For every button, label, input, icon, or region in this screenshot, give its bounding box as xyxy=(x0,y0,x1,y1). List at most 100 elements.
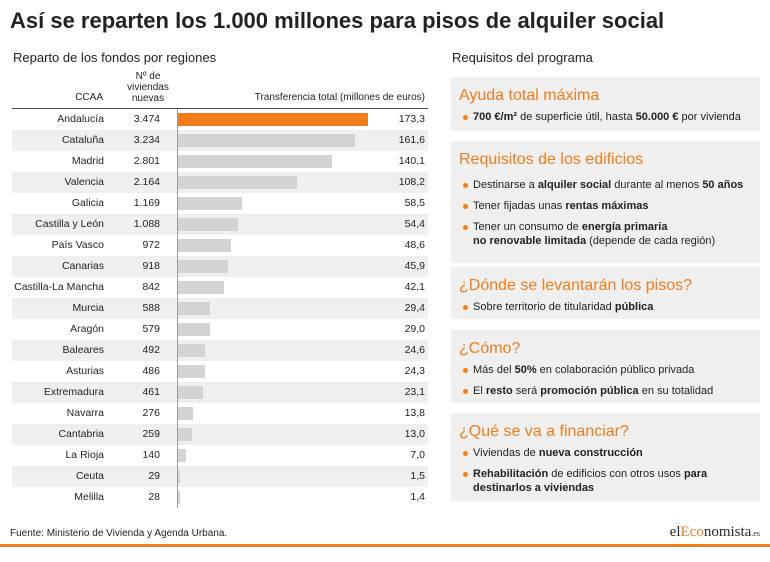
bullet-text: de superficie útil, hasta xyxy=(517,111,636,123)
bullet-text-bold: energía primaria xyxy=(581,221,668,233)
homes-value-la-rioja: 140 xyxy=(142,449,160,461)
region-label-murcia: Murcia xyxy=(72,302,104,314)
homes-value-galicia: 1.169 xyxy=(133,197,160,209)
region-label-cataluna: Cataluña xyxy=(61,134,104,146)
requirement-heading: ¿Qué se va a financiar? xyxy=(459,423,629,440)
value-label-castilla-la-mancha: 42,1 xyxy=(404,281,425,293)
bar-extremadura xyxy=(178,386,204,399)
value-label-cataluna: 161,6 xyxy=(398,134,425,146)
requirement-heading: ¿Cómo? xyxy=(459,340,521,357)
bar-madrid xyxy=(178,155,332,168)
table-row-navarra: Navarra 276 13,8 xyxy=(12,403,428,424)
bar-murcia xyxy=(178,302,211,315)
logo-eco: Eco xyxy=(680,524,704,540)
bullet-item: Más del 50% en colaboración público priv… xyxy=(463,363,760,377)
table-row-cantabria: Cantabria 259 13,0 xyxy=(12,424,428,445)
eleconomista-logo: elEconomista.es xyxy=(670,524,760,542)
value-label-pais-vasco: 48,6 xyxy=(404,239,425,251)
region-label-andalucia: Andalucía xyxy=(57,113,104,125)
bullet-list: Destinarse a alquiler social durante al … xyxy=(451,178,760,248)
table-row-murcia: Murcia 588 29,4 xyxy=(12,298,428,319)
table-row-canarias: Canarias 918 45,9 xyxy=(12,256,428,277)
column-header-region: CCAA xyxy=(75,92,103,103)
region-label-extremadura: Extremadura xyxy=(43,386,104,398)
bar-pais-vasco xyxy=(178,239,232,252)
value-label-valencia: 108,2 xyxy=(398,176,425,188)
requirement-box-4: ¿Cómo? Más del 50% en colaboración públic… xyxy=(451,330,760,403)
bullet-text: será xyxy=(512,385,541,397)
bullet-icon xyxy=(463,224,468,230)
bullet-item: 700 €/m² de superficie útil, hasta 50.00… xyxy=(463,110,760,124)
bullet-text-bold: nueva construcción xyxy=(538,447,643,459)
bullet-line: Rehabilitación de edificios con otros us… xyxy=(473,467,760,481)
footer-rule xyxy=(0,544,770,547)
homes-value-aragon: 579 xyxy=(142,323,160,335)
bullet-line: no renovable limitada (depende de cada r… xyxy=(473,234,760,248)
requirement-box-2: Requisitos de los edificios Destinarse a … xyxy=(451,141,760,263)
table-row-valencia: Valencia 2.164 108,2 xyxy=(12,172,428,193)
bullet-text-bold: pública xyxy=(614,301,654,313)
bullet-text-bold: 700 €/m² xyxy=(473,111,518,123)
logo-el: el xyxy=(669,524,681,540)
bar-navarra xyxy=(178,407,194,420)
header-divider xyxy=(12,108,428,109)
column-header-transfer: Transferencia total (millones de euros) xyxy=(254,92,425,103)
value-label-navarra: 13,8 xyxy=(404,407,425,419)
bar-aragon xyxy=(178,323,210,336)
value-label-madrid: 140,1 xyxy=(398,155,425,167)
bullet-text: Sobre territorio de titularidad xyxy=(473,301,615,313)
table-row-ceuta: Ceuta 29 1,5 xyxy=(12,466,428,487)
value-label-aragon: 29,0 xyxy=(404,323,425,335)
bullet-item: Tener un consumo de energía primaria no r… xyxy=(463,220,760,248)
value-label-murcia: 29,4 xyxy=(404,302,425,314)
homes-value-valencia: 2.164 xyxy=(133,176,160,188)
homes-value-canarias: 918 xyxy=(142,260,160,272)
bullet-text: en colaboración público privada xyxy=(536,364,695,376)
homes-value-asturias: 486 xyxy=(142,365,160,377)
bullet-text-bold: Rehabilitación xyxy=(473,468,549,480)
value-label-ceuta: 1,5 xyxy=(410,470,425,482)
bullet-text-bold: no renovable limitada xyxy=(473,235,587,247)
bullet-list: Sobre territorio de titularidad pública xyxy=(451,300,760,314)
bar-andalucia xyxy=(178,113,368,126)
region-label-madrid: Madrid xyxy=(71,155,104,167)
requirement-heading: Requisitos de los edificios xyxy=(459,151,644,168)
value-label-cantabria: 13,0 xyxy=(404,428,425,440)
region-label-navarra: Navarra xyxy=(66,407,104,419)
requirement-box-5: ¿Qué se va a financiar? Viviendas de nuev… xyxy=(451,413,760,501)
requirement-box-3: ¿Dónde se levantarán los pisos? Sobre ter… xyxy=(451,267,760,319)
value-label-baleares: 24,6 xyxy=(404,344,425,356)
bullet-line: 700 €/m² de superficie útil, hasta 50.00… xyxy=(473,110,760,124)
bullet-icon xyxy=(463,182,468,188)
table-row-pais-vasco: País Vasco 972 48,6 xyxy=(12,235,428,256)
bullet-text: en su totalidad xyxy=(638,385,714,397)
bullet-line: Destinarse a alquiler social durante al … xyxy=(473,178,760,192)
bullet-text-bold: alquiler social xyxy=(537,179,612,191)
value-label-andalucia: 173,3 xyxy=(398,113,425,125)
bullet-item: El resto será promoción pública en su to… xyxy=(463,384,760,398)
bullet-text: por vivienda xyxy=(678,111,741,123)
bar-ceuta xyxy=(178,470,180,483)
requirement-heading: ¿Dónde se levantarán los pisos? xyxy=(459,277,693,294)
bullet-line: destinarlos a viviendas xyxy=(473,481,760,495)
region-label-castilla-la-mancha: Castilla-La Mancha xyxy=(14,281,104,293)
bar-axis-line xyxy=(177,109,178,508)
bullet-list: 700 €/m² de superficie útil, hasta 50.00… xyxy=(451,110,760,124)
value-label-castilla-y-leon: 54,4 xyxy=(404,218,425,230)
column-header-homes: Nº de viviendas nuevas xyxy=(127,71,169,104)
homes-value-cantabria: 259 xyxy=(142,428,160,440)
requirement-heading: Ayuda total máxima xyxy=(459,87,600,104)
bullet-item: Rehabilitación de edificios con otros us… xyxy=(463,467,760,495)
bar-galicia xyxy=(178,197,243,210)
region-label-galicia: Galicia xyxy=(71,197,104,209)
bullet-line: Tener fijadas unas rentas máximas xyxy=(473,199,760,213)
bullet-icon xyxy=(463,367,468,373)
value-label-melilla: 1,4 xyxy=(410,491,425,503)
bullet-line: Viviendas de nueva construcción xyxy=(473,446,760,460)
table-row-cataluna: Cataluña 3.234 161,6 xyxy=(12,130,428,151)
bar-melilla xyxy=(178,491,180,504)
homes-value-andalucia: 3.474 xyxy=(133,113,160,125)
value-label-canarias: 45,9 xyxy=(404,260,425,272)
homes-value-extremadura: 461 xyxy=(142,386,160,398)
